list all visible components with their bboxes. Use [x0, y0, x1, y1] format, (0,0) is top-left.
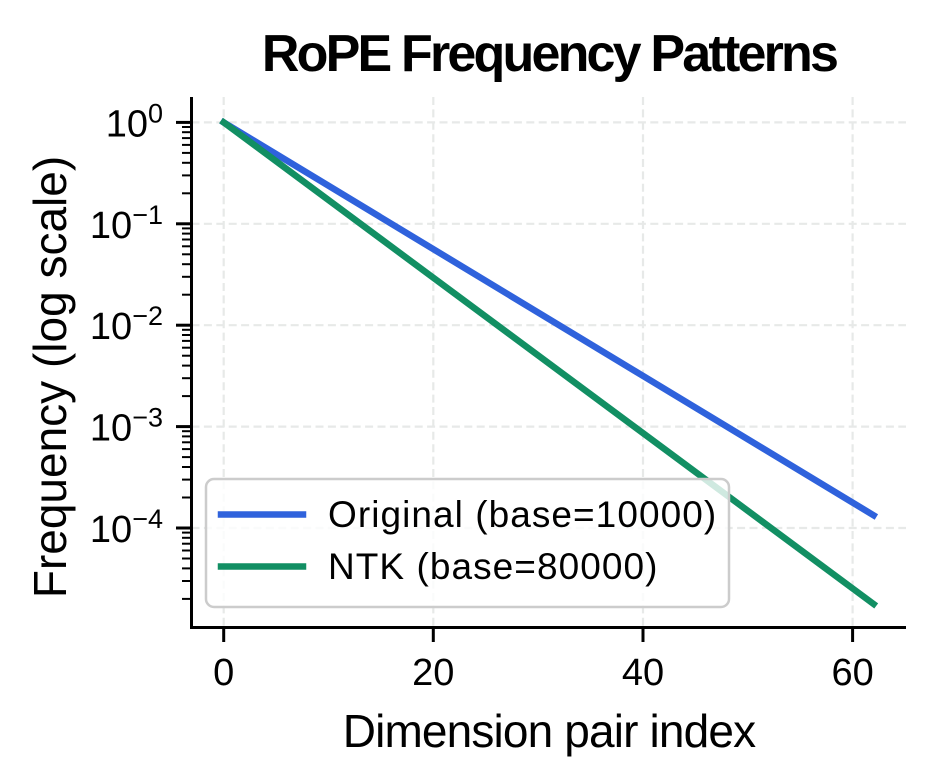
svg-text:10−4: 10−4: [90, 504, 163, 551]
svg-text:Frequency (log scale): Frequency (log scale): [24, 156, 76, 598]
svg-text:NTK (base=80000): NTK (base=80000): [328, 546, 658, 587]
svg-text:20: 20: [412, 652, 454, 694]
svg-text:0: 0: [213, 652, 234, 694]
svg-text:Dimension pair index: Dimension pair index: [343, 705, 756, 757]
svg-text:40: 40: [622, 652, 664, 694]
svg-text:RoPE Frequency Patterns: RoPE Frequency Patterns: [262, 25, 837, 83]
svg-text:10−2: 10−2: [90, 301, 163, 348]
svg-text:Original (base=10000): Original (base=10000): [328, 494, 717, 535]
svg-text:60: 60: [831, 652, 873, 694]
